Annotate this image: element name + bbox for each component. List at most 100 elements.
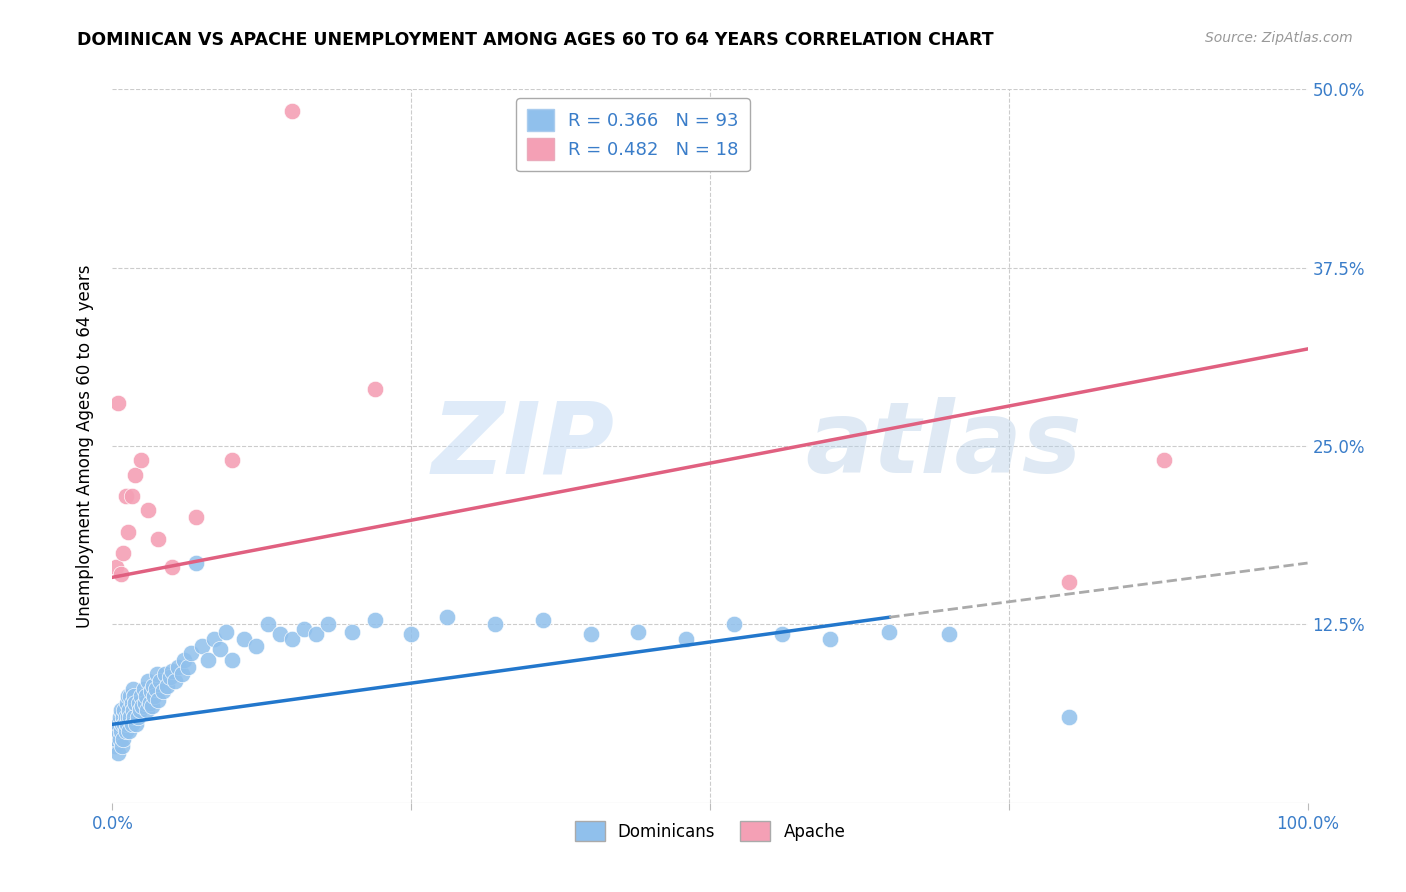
Point (125, 717, 148, 731)
Point (316, 617, 339, 632)
Point (115, 696, 138, 710)
Point (146, 532, 169, 546)
Point (124, 467, 146, 482)
Point (107, 746, 129, 760)
Point (177, 660, 200, 674)
Point (112, 710, 135, 724)
Point (114, 489, 136, 503)
Point (401, 627, 423, 641)
Text: ZIP: ZIP (432, 398, 614, 494)
Point (108, 710, 131, 724)
Point (281, 103, 304, 118)
Point (110, 567, 132, 582)
Point (108, 731, 131, 746)
Text: DOMINICAN VS APACHE UNEMPLOYMENT AMONG AGES 60 TO 64 YEARS CORRELATION CHART: DOMINICAN VS APACHE UNEMPLOYMENT AMONG A… (77, 31, 994, 49)
Point (675, 632, 697, 646)
Point (186, 556, 208, 570)
Point (879, 624, 901, 639)
Point (149, 674, 172, 689)
Legend: Dominicans, Apache: Dominicans, Apache (568, 814, 852, 848)
Point (111, 739, 134, 753)
Point (723, 617, 745, 632)
Point (770, 627, 793, 641)
Text: atlas: atlas (806, 398, 1083, 494)
Point (1057, 710, 1080, 724)
Point (122, 710, 145, 724)
Point (156, 679, 179, 693)
Point (129, 453, 152, 467)
Point (111, 717, 134, 731)
Point (121, 489, 143, 503)
Point (579, 627, 602, 641)
Point (152, 684, 174, 698)
Point (117, 689, 139, 703)
Point (340, 624, 363, 639)
Point (121, 696, 143, 710)
Point (209, 641, 232, 656)
Point (153, 667, 176, 681)
Point (245, 639, 267, 653)
Point (121, 717, 143, 731)
Point (1057, 574, 1080, 589)
Point (233, 632, 256, 646)
Point (257, 617, 280, 632)
Point (141, 698, 163, 713)
Point (364, 382, 387, 396)
Point (114, 724, 136, 739)
Point (436, 610, 458, 624)
Point (221, 653, 243, 667)
Point (104, 739, 127, 753)
Point (484, 617, 506, 632)
Point (215, 624, 238, 639)
Point (162, 665, 183, 679)
Point (114, 710, 136, 724)
Point (159, 670, 181, 684)
Point (197, 653, 219, 667)
Point (191, 639, 214, 653)
Point (531, 613, 554, 627)
Point (129, 689, 152, 703)
Point (170, 667, 193, 681)
Point (938, 627, 960, 641)
Point (112, 546, 135, 560)
Point (128, 696, 150, 710)
Point (114, 717, 135, 731)
Point (117, 524, 139, 539)
Point (142, 679, 165, 693)
Point (124, 696, 146, 710)
Point (105, 731, 128, 746)
Point (146, 693, 169, 707)
Point (129, 703, 152, 717)
Y-axis label: Unemployment Among Ages 60 to 64 years: Unemployment Among Ages 60 to 64 years (76, 264, 94, 628)
Point (1153, 453, 1175, 467)
Point (120, 710, 142, 724)
Point (145, 667, 167, 681)
Text: Source: ZipAtlas.com: Source: ZipAtlas.com (1205, 31, 1353, 45)
Point (117, 710, 139, 724)
Point (110, 703, 132, 717)
Point (105, 724, 128, 739)
Point (118, 724, 141, 739)
Point (118, 703, 141, 717)
Point (120, 689, 142, 703)
Point (173, 653, 195, 667)
Point (180, 646, 202, 660)
Point (105, 560, 128, 574)
Point (221, 453, 243, 467)
Point (136, 703, 159, 717)
Point (134, 696, 156, 710)
Point (163, 674, 186, 689)
Point (139, 684, 162, 698)
Point (269, 627, 291, 641)
Point (122, 689, 145, 703)
Point (127, 710, 149, 724)
Point (107, 717, 129, 731)
Point (107, 396, 129, 410)
Point (112, 731, 135, 746)
Point (143, 689, 166, 703)
Point (292, 622, 315, 636)
Point (115, 717, 138, 731)
Point (135, 689, 157, 703)
Point (138, 674, 160, 689)
Point (114, 703, 135, 717)
